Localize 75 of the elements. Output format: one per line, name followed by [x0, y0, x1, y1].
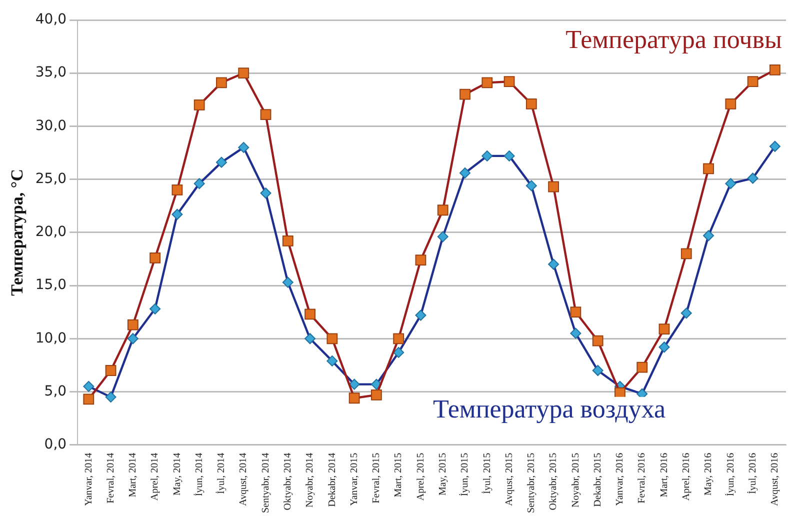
point	[150, 252, 161, 264]
x-tick-label: İyul, 2015	[480, 452, 493, 494]
x-tick-label: Sentyabr, 2015	[526, 452, 538, 514]
point	[238, 68, 250, 79]
x-tick-label: Yanvar, 2015	[348, 452, 360, 506]
point	[482, 77, 493, 88]
y-tick-label: 25,0	[35, 170, 67, 187]
x-tick-label: Aprel, 2015	[415, 452, 426, 501]
x-tick-label: Yanvar, 2016	[614, 452, 626, 506]
x-tick-label: Sentyabr, 2014	[260, 452, 272, 514]
x-tick-label: Avqust, 2016	[770, 452, 781, 506]
y-tick-label: 10,0	[35, 330, 67, 346]
point	[105, 365, 116, 376]
x-tick-label: Fevral, 2016	[636, 452, 648, 504]
point	[769, 64, 780, 76]
point	[526, 98, 537, 110]
point	[216, 77, 227, 88]
point	[460, 88, 470, 100]
x-tick-label: Mart, 2014	[128, 452, 139, 498]
y-tick-label: 20,0	[35, 224, 67, 240]
point	[260, 109, 272, 120]
x-tick-label: Noyabr, 2015	[570, 452, 582, 508]
x-tick-label: İyun, 2014	[192, 452, 205, 496]
y-tick-label: 30,0	[35, 118, 67, 134]
point	[127, 319, 138, 330]
point	[548, 181, 559, 192]
y-tick-label: 15,0	[35, 277, 67, 294]
x-tick-label: Aprel, 2016	[681, 452, 692, 501]
x-tick-label: Mart, 2016	[658, 452, 670, 498]
point	[725, 98, 736, 110]
x-tick-label: Oktyabr, 2015	[548, 452, 560, 510]
point	[570, 306, 582, 318]
point	[348, 392, 360, 404]
x-tick-label: May, 2014	[172, 452, 183, 496]
x-tick-label: İyun, 2015	[458, 452, 471, 496]
x-tick-label: Avqust, 2014	[238, 452, 250, 506]
x-tick-label: Dekabr, 2015	[592, 452, 604, 507]
point	[83, 394, 94, 405]
x-tick-label: Mart, 2015	[393, 452, 404, 498]
point	[326, 333, 338, 344]
point	[703, 163, 714, 174]
point	[282, 235, 294, 246]
x-tick-label: Yanvar, 2014	[83, 452, 94, 506]
x-tick-label: Oktyabr, 2014	[282, 452, 294, 510]
point	[370, 389, 382, 400]
point	[194, 100, 205, 110]
y-axis-title: Температура, °C	[8, 169, 27, 296]
point	[680, 248, 692, 260]
point	[747, 76, 758, 88]
y-tick-label: 0,0	[44, 436, 67, 452]
point	[592, 335, 604, 346]
y-tick-label: 40,0	[35, 12, 67, 28]
point	[437, 204, 448, 216]
x-tick-label: Fevral, 2014	[105, 452, 116, 504]
x-tick-label: May, 2015	[437, 452, 448, 496]
series-label: Температура воздуха	[432, 394, 666, 424]
x-tick-label: İyul, 2014	[215, 452, 228, 494]
point	[304, 308, 316, 320]
point	[658, 324, 670, 335]
x-tick-label: Aprel, 2014	[150, 452, 161, 501]
point	[504, 76, 515, 88]
point	[636, 362, 648, 373]
point	[415, 254, 426, 266]
x-tick-label: İyun, 2016	[724, 452, 736, 496]
y-tick-label: 5,0	[44, 383, 67, 400]
x-tick-label: Dekabr, 2014	[326, 452, 338, 507]
x-tick-label: May, 2016	[703, 452, 714, 496]
x-tick-label: Fevral, 2015	[371, 452, 382, 504]
y-tick-label: 35,0	[35, 64, 67, 81]
point	[172, 184, 183, 196]
x-tick-label: Noyabr, 2014	[304, 452, 316, 508]
x-tick-label: İyul, 2016	[746, 452, 758, 494]
point	[393, 333, 404, 344]
x-tick-label: Avqust, 2015	[504, 452, 515, 506]
series-label: Температура почвы	[566, 25, 782, 54]
